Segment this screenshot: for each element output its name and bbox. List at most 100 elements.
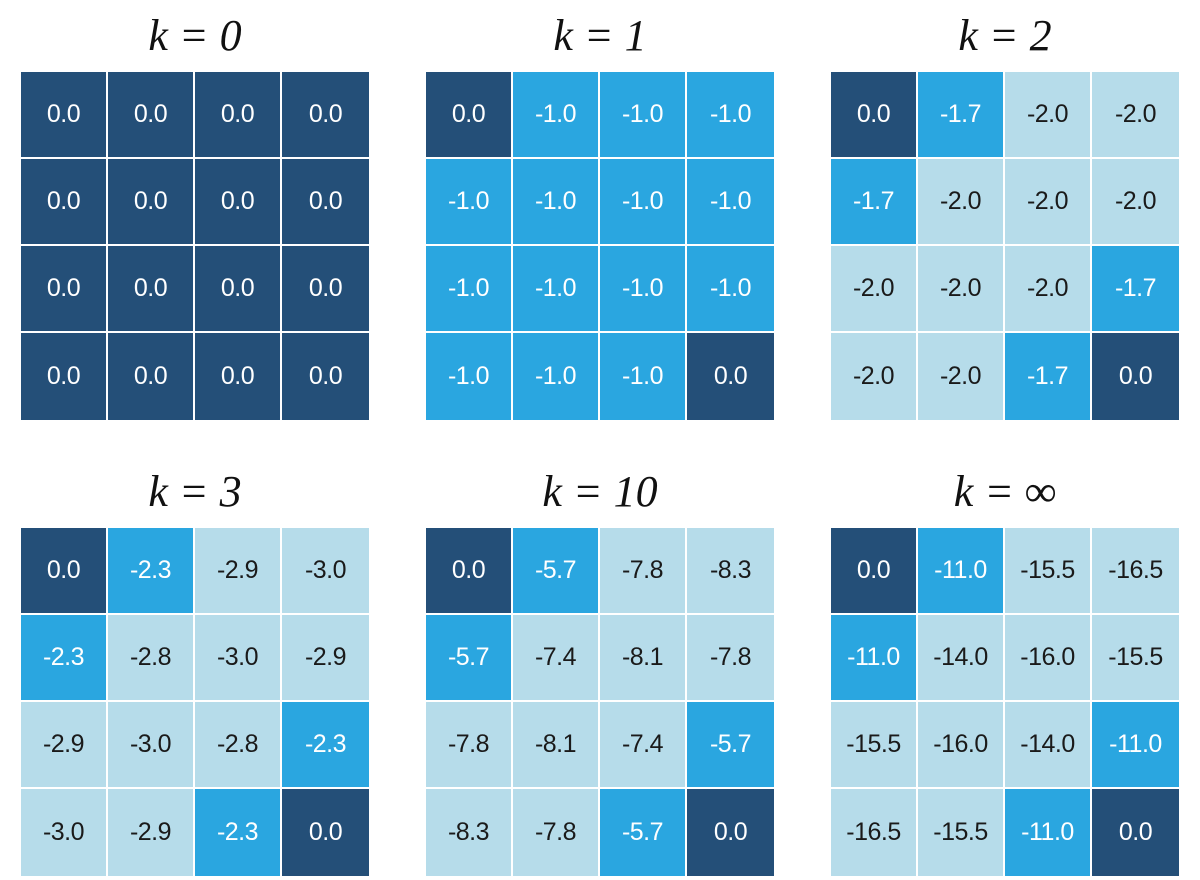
grid-cell-r0-c3: -2.0 (1092, 72, 1179, 159)
grid-cell-r3-c2: -11.0 (1005, 789, 1092, 876)
grid-cell-r0-c2: -2.9 (195, 528, 282, 615)
grid-cell-r2-c3: -2.3 (282, 702, 369, 789)
grid-cell-r0-c2: -2.0 (1005, 72, 1092, 159)
grid-cell-r1-c2: -3.0 (195, 615, 282, 702)
grid-cell-r2-c0: -15.5 (831, 702, 918, 789)
grid-cell-r0-c1: -11.0 (918, 528, 1005, 615)
grid-cell-r1-c2: -2.0 (1005, 159, 1092, 246)
grid-cell-r0-c3: 0.0 (282, 72, 369, 159)
grid-cell-r1-c3: -2.0 (1092, 159, 1179, 246)
grid-cell-r2-c3: 0.0 (282, 246, 369, 333)
grid-cell-r3-c2: -1.0 (600, 333, 687, 420)
grid-cell-r2-c0: -2.0 (831, 246, 918, 333)
grid-cell-r2-c3: -1.0 (687, 246, 774, 333)
grid-cell-r0-c0: 0.0 (831, 528, 918, 615)
grid-cell-r2-c0: -2.9 (21, 702, 108, 789)
value-grid: 0.0 -11.0 -15.5 -16.5 -11.0 -14.0 -16.0 -15.5 -1… (831, 528, 1179, 876)
grid-cell-r0-c3: -1.0 (687, 72, 774, 159)
panel-title: k = 10 (542, 467, 658, 516)
grid-cell-r2-c2: -1.0 (600, 246, 687, 333)
grid-cell-r2-c1: -1.0 (513, 246, 600, 333)
grid-cell-r3-c3: 0.0 (1092, 333, 1179, 420)
grid-cell-r3-c0: -1.0 (426, 333, 513, 420)
grid-cell-r1-c3: -15.5 (1092, 615, 1179, 702)
grid-cell-r1-c2: -16.0 (1005, 615, 1092, 702)
grid-cell-r0-c2: -1.0 (600, 72, 687, 159)
grid-cell-r0-c0: 0.0 (426, 72, 513, 159)
grid-cell-r3-c3: 0.0 (1092, 789, 1179, 876)
panel-k-10: k = 10 0.0 -5.7 -7.8 -8.3 -5.7 -7.4 -8.1 -7.8 -7… (426, 467, 774, 876)
value-grid: 0.0 -1.0 -1.0 -1.0 -1.0 -1.0 -1.0 -1.0 -1.0 -1.0-… (426, 72, 774, 420)
grid-cell-r0-c0: 0.0 (21, 528, 108, 615)
panel-k-infinity: k = ∞ 0.0 -11.0 -15.5 -16.5 -11.0 -14.0 -16.0-… (831, 467, 1179, 876)
panel-title: k = 3 (148, 467, 242, 516)
panel-title: k = 1 (553, 11, 647, 60)
grid-cell-r0-c1: -1.0 (513, 72, 600, 159)
grid-cell-r3-c1: -1.0 (513, 333, 600, 420)
grid-cell-r1-c2: -8.1 (600, 615, 687, 702)
panel-title: k = ∞ (953, 467, 1057, 516)
grid-cell-r2-c3: -1.7 (1092, 246, 1179, 333)
grid-cell-r3-c1: 0.0 (108, 333, 195, 420)
grid-cell-r1-c2: 0.0 (195, 159, 282, 246)
grid-cell-r1-c1: 0.0 (108, 159, 195, 246)
panel-title: k = 2 (958, 11, 1052, 60)
panel-k-0: k = 0 0.0 0.0 0.0 0.0 0.0 0.0 0.0 0.0 0.0 0.0 0.0 0… (21, 11, 369, 420)
grid-cell-r2-c0: 0.0 (21, 246, 108, 333)
grid-cell-r0-c1: -2.3 (108, 528, 195, 615)
grid-cell-r3-c3: 0.0 (687, 333, 774, 420)
grid-cell-r1-c3: -2.9 (282, 615, 369, 702)
panel-k-2: k = 2 0.0 -1.7 -2.0 -2.0 -1.7 -2.0 -2.0 -2.0 -2.… (831, 11, 1179, 420)
grid-cell-r2-c2: -7.4 (600, 702, 687, 789)
grid-cell-r3-c1: -2.9 (108, 789, 195, 876)
grid-cell-r1-c1: -2.0 (918, 159, 1005, 246)
grid-cell-r0-c3: -8.3 (687, 528, 774, 615)
grid-cell-r3-c3: 0.0 (282, 333, 369, 420)
grid-cell-r1-c3: -7.8 (687, 615, 774, 702)
grid-cell-r1-c1: -1.0 (513, 159, 600, 246)
grid-cell-r1-c0: -5.7 (426, 615, 513, 702)
grid-cell-r3-c0: -2.0 (831, 333, 918, 420)
grid-cell-r3-c2: -1.7 (1005, 333, 1092, 420)
grid-cell-r2-c1: -16.0 (918, 702, 1005, 789)
grid-cell-r0-c2: -7.8 (600, 528, 687, 615)
grid-cell-r0-c0: 0.0 (426, 528, 513, 615)
grid-cell-r0-c0: 0.0 (831, 72, 918, 159)
grid-cell-r0-c1: 0.0 (108, 72, 195, 159)
grid-cell-r2-c1: -2.0 (918, 246, 1005, 333)
grid-cell-r0-c1: -5.7 (513, 528, 600, 615)
value-grid: 0.0 0.0 0.0 0.0 0.0 0.0 0.0 0.0 0.0 0.0 0.0 0.0 0.0 0… (21, 72, 369, 420)
grid-cell-r1-c3: -1.0 (687, 159, 774, 246)
grid-cell-r3-c3: 0.0 (282, 789, 369, 876)
grid-cell-r1-c3: 0.0 (282, 159, 369, 246)
grid-cell-r3-c0: 0.0 (21, 333, 108, 420)
grid-cell-r1-c0: 0.0 (21, 159, 108, 246)
grid-cell-r2-c0: -1.0 (426, 246, 513, 333)
grid-cell-r3-c0: -3.0 (21, 789, 108, 876)
grid-cell-r3-c2: -2.3 (195, 789, 282, 876)
grid-cell-r2-c2: -14.0 (1005, 702, 1092, 789)
grid-cell-r2-c2: -2.8 (195, 702, 282, 789)
grid-cell-r1-c1: -7.4 (513, 615, 600, 702)
grid-cell-r3-c0: -16.5 (831, 789, 918, 876)
grid-cell-r1-c0: -2.3 (21, 615, 108, 702)
grid-cell-r2-c1: -8.1 (513, 702, 600, 789)
panel-k-3: k = 3 0.0 -2.3 -2.9 -3.0 -2.3 -2.8 -3.0 -2.9 -2.… (21, 467, 369, 876)
panel-title: k = 0 (148, 11, 242, 60)
grid-cell-r3-c0: -8.3 (426, 789, 513, 876)
value-grid: 0.0 -5.7 -7.8 -8.3 -5.7 -7.4 -8.1 -7.8 -7.8 -8.1-… (426, 528, 774, 876)
grid-cell-r0-c2: 0.0 (195, 72, 282, 159)
grid-cell-r0-c0: 0.0 (21, 72, 108, 159)
grid-cell-r2-c2: 0.0 (195, 246, 282, 333)
grid-cell-r0-c3: -16.5 (1092, 528, 1179, 615)
grid-cell-r3-c1: -7.8 (513, 789, 600, 876)
value-grid: 0.0 -2.3 -2.9 -3.0 -2.3 -2.8 -3.0 -2.9 -2.9 -3.0-… (21, 528, 369, 876)
grid-cell-r2-c3: -11.0 (1092, 702, 1179, 789)
grid-cell-r1-c0: -1.7 (831, 159, 918, 246)
grid-cell-r0-c1: -1.7 (918, 72, 1005, 159)
value-grid: 0.0 -1.7 -2.0 -2.0 -1.7 -2.0 -2.0 -2.0 -2.0 -2.0-… (831, 72, 1179, 420)
grid-cell-r2-c2: -2.0 (1005, 246, 1092, 333)
grid-cell-r2-c0: -7.8 (426, 702, 513, 789)
grid-cell-r1-c0: -11.0 (831, 615, 918, 702)
grid-cell-r3-c1: -15.5 (918, 789, 1005, 876)
